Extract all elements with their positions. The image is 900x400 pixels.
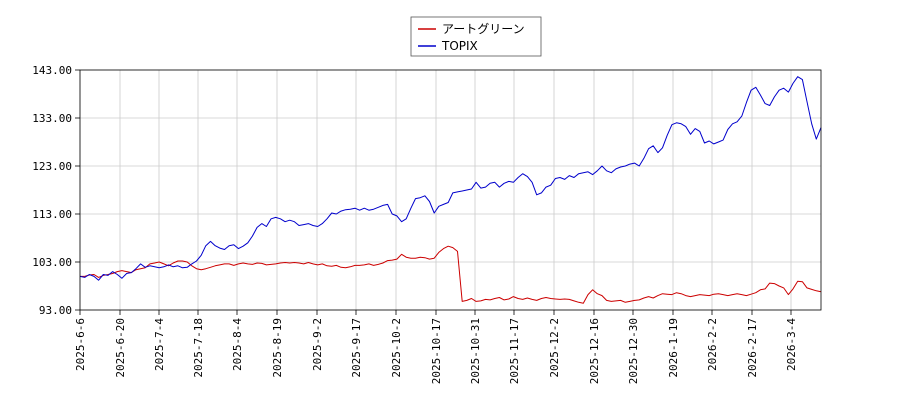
x-tick-label: 2025-7-18 bbox=[192, 318, 205, 378]
y-axis-ticks: 93.00 103.00 113.00 123.00 133.00 143.00 bbox=[32, 64, 80, 317]
x-tick-label: 2025-10-17 bbox=[430, 318, 443, 384]
x-tick-label: 2025-10-2 bbox=[390, 318, 403, 378]
x-tick-label: 2025-9-2 bbox=[311, 318, 324, 371]
x-tick-label: 2026-1-19 bbox=[667, 318, 680, 378]
x-tick-label: 2026-3-4 bbox=[785, 318, 798, 371]
x-tick-label: 2025-10-31 bbox=[469, 318, 482, 384]
series-line-0 bbox=[80, 245, 822, 304]
x-tick-label: 2025-12-30 bbox=[627, 318, 640, 384]
x-tick-label: 2025-6-20 bbox=[114, 318, 127, 378]
y-tick-label: 103.00 bbox=[32, 256, 72, 269]
x-tick-label: 2025-12-2 bbox=[548, 318, 561, 378]
x-tick-label: 2025-7-4 bbox=[153, 318, 166, 371]
legend: アートグリーン TOPIX bbox=[410, 16, 542, 57]
plot-frame bbox=[79, 69, 822, 311]
legend-box bbox=[410, 16, 542, 57]
legend-label-series-0: アートグリーン bbox=[442, 22, 525, 36]
y-tick-label: 143.00 bbox=[32, 64, 72, 77]
series-lines bbox=[79, 76, 822, 304]
x-tick-label: 2025-8-4 bbox=[231, 318, 244, 371]
x-tick-label: 2025-6-6 bbox=[74, 318, 87, 371]
y-tick-label: 113.00 bbox=[32, 208, 72, 221]
x-axis-ticks: 2025-6-6 2025-6-20 2025-7-4 2025-7-18 2025-8… bbox=[74, 310, 798, 384]
legend-label-series-1: TOPIX bbox=[441, 39, 478, 53]
y-tick-label: 123.00 bbox=[32, 160, 72, 173]
x-tick-label: 2026-2-17 bbox=[746, 318, 759, 378]
plot-area bbox=[80, 70, 821, 310]
x-tick-label: 2026-2-2 bbox=[706, 318, 719, 371]
y-tick-label: 93.00 bbox=[39, 304, 72, 317]
x-tick-label: 2025-12-16 bbox=[588, 318, 601, 384]
y-tick-label: 133.00 bbox=[32, 112, 72, 125]
x-tick-label: 2025-11-17 bbox=[508, 318, 521, 384]
x-tick-label: 2025-8-19 bbox=[271, 318, 284, 378]
series-line-1 bbox=[79, 76, 822, 281]
x-tick-label: 2025-9-17 bbox=[350, 318, 363, 378]
